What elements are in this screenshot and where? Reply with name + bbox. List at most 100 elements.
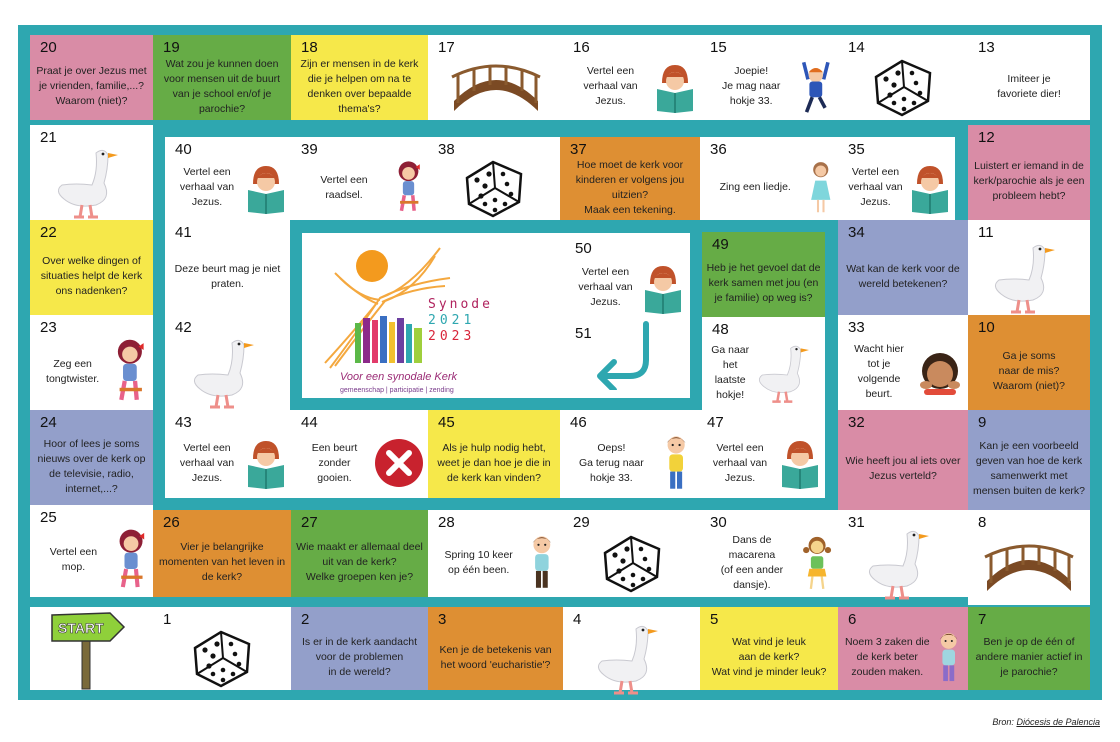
square-text: Wacht hier tot je volgende beurt. [854,342,904,400]
square-number: 12 [978,129,995,146]
square-number: 4 [573,611,582,628]
square-number: 10 [978,319,995,336]
board-square-31: 31 [838,510,968,599]
square-number: 50 [575,240,592,257]
board-square-32: 32 Wie heeft jou al iets over Jezus verte… [838,410,968,510]
reader-icon [654,61,696,113]
square-number: 46 [570,414,587,431]
square-number: 31 [848,514,865,531]
square-number: 42 [175,319,192,336]
board-square-19: 19 Wat zou je kunnen doen voor mensen uit… [153,35,291,120]
dice-icon [842,55,964,119]
square-number: 23 [40,319,57,336]
square-number: 16 [573,39,590,56]
board-square-39: 39 Vertel een raadsel. [291,137,428,220]
board-square-2: 2 Is er in de kerk aandacht voor de probl… [291,607,428,690]
sitting-girl-icon [113,528,149,592]
square-text: Ken je de betekenis van het woord 'eucha… [439,643,552,671]
reader-icon [779,437,821,489]
square-text: Hoe moet de kerk voor kinderen er volgen… [575,158,685,216]
board-square-22: 22 Over welke dingen of situaties helpt d… [30,220,153,315]
synod-logo: Synode 2021 2023 Voor een synodale Kerk … [310,238,550,396]
bridge-icon [972,539,1086,595]
board-square-40: 40 Vertel een verhaal van Jezus. [165,137,291,220]
square-number: 15 [710,39,727,56]
square-number: 9 [978,414,987,431]
square-text: Dans de macarena (of een ander dansje). [720,533,784,591]
square-number: 33 [848,319,865,336]
jumping-boy-icon [798,58,834,115]
square-text: Vertel een mop. [49,546,98,573]
square-number: 30 [710,514,727,531]
goose-icon [842,524,964,602]
square-number: 28 [438,514,455,531]
square-text: Spring 10 keer op één been. [444,548,513,576]
square-number: 5 [710,611,719,628]
square-number: 49 [712,236,729,253]
square-number: 51 [575,325,592,342]
goose-icon [567,619,696,697]
board-square-26: 26 Vier je belangrijke momenten van het l… [153,510,291,597]
board-square-50: 50 Vertel een verhaal van Jezus. [565,236,688,321]
board-square-46: 46 Oeps! Ga terug naar hokje 33. [560,410,697,498]
goose-icon [754,340,821,405]
goose-icon [34,143,149,221]
sitting-girl-icon [393,160,424,215]
board-square-23: 23 Zeg een tongtwister. [30,315,153,410]
board-square-18: 18 Zijn er mensen in de kerk die je helpe… [291,35,428,120]
square-number: 8 [978,514,987,531]
square-text: Wie heeft jou al iets over Jezus verteld… [845,455,961,482]
credit-source-link[interactable]: Diócesis de Palencia [1016,717,1100,727]
square-number: 39 [301,141,318,158]
square-number: 14 [848,39,865,56]
square-text: Een beurt zonder gooien. [311,441,358,484]
square-text: Wie maakt er allemaal deel uit van de ke… [296,541,423,583]
square-text: Luistert er iemand in de kerk/parochie a… [973,160,1085,202]
square-number: 40 [175,141,192,158]
board-square-6: 6 Noem 3 zaken die de kerk beter zouden m… [838,607,968,690]
square-number: 17 [438,39,455,56]
square-number: 27 [301,514,318,531]
board-square-37: 37 Hoe moet de kerk voor kinderen er volg… [560,137,700,220]
logo-subtitle: gemeenschap | participatie | zending [340,387,454,394]
square-text: Praat je over Jezus met je vrienden, fam… [36,65,147,107]
bridge-icon [432,59,559,115]
square-number: 36 [710,141,727,158]
square-text: Vertel een verhaal van Jezus. [848,166,903,208]
board-square-30: 30 Dans de macarena (of een ander dansje)… [700,510,838,597]
square-text: Vertel een raadsel. [320,173,368,201]
square-text: Joepie! Je mag naar hokje 33. [722,65,781,107]
boy-icon [933,630,964,685]
square-text: Hoor of lees je soms nieuws over de kerk… [37,437,146,495]
square-text: Vertel een verhaal van Jezus. [583,65,638,107]
dice-icon [567,531,696,595]
square-text: Deze beurt mag je niet praten. [174,262,281,290]
square-number: 47 [707,414,724,431]
board-square-42: 42 [165,315,290,410]
square-number: 29 [573,514,590,531]
square-number: 24 [40,414,57,431]
board-square-7: 7 Ben je op de één of andere manier actie… [968,607,1090,690]
square-text: Noem 3 zaken die de kerk beter zouden ma… [844,636,930,678]
board-square-12: 12 Luistert er iemand in de kerk/parochie… [968,125,1090,220]
square-number: 32 [848,414,865,431]
board-square-41: 41 Deze beurt mag je niet praten. [165,220,290,315]
square-text: Vertel een verhaal van Jezus. [179,441,235,484]
square-number: 1 [163,611,172,628]
square-number: 11 [978,224,994,241]
sitting-girl-icon [111,338,149,405]
square-number: 6 [848,611,857,628]
synod-logo-icon: Synode 2021 2023 Voor een synodale Kerk … [324,247,490,394]
square-number: 41 [175,224,192,241]
square-number: 26 [163,514,180,531]
square-number: 43 [175,414,192,431]
square-text: Vertel een verhaal van Jezus. [712,441,768,484]
reader-icon [642,262,684,314]
square-text: Imiteer je favoriete dier! [997,72,1061,100]
start-square: START [30,607,153,690]
board-square-4: 4 [563,607,700,694]
credit-prefix: Bron: [992,717,1014,727]
square-text: Vier je belangrijke momenten van het lev… [158,541,286,583]
square-number: 48 [712,321,729,338]
board-square-44: 44 Een beurt zonder gooien. [291,410,428,498]
